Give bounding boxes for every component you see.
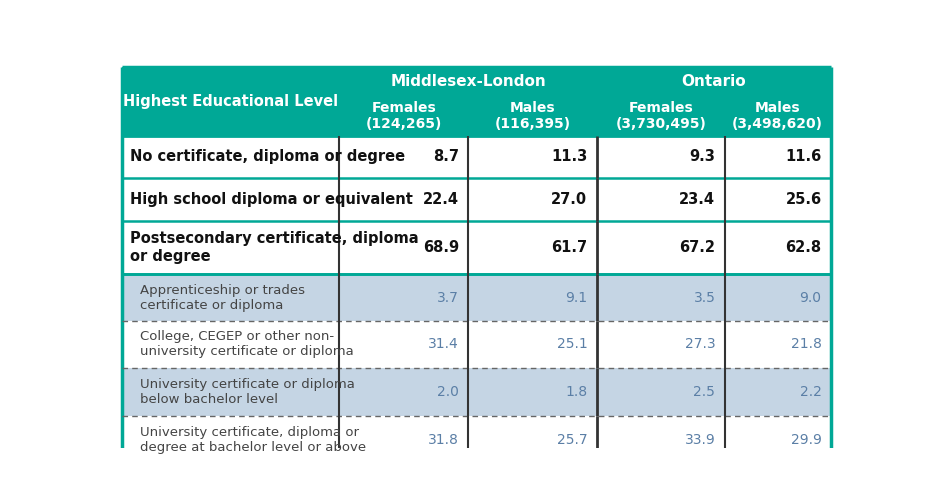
Bar: [123, 220, 339, 275]
Bar: [597, 416, 724, 464]
Bar: [468, 178, 597, 220]
Text: Females
(3,730,495): Females (3,730,495): [616, 101, 706, 131]
Text: 62.8: 62.8: [785, 240, 821, 255]
Bar: [468, 320, 597, 368]
Bar: [597, 320, 724, 368]
Bar: [724, 136, 830, 178]
Bar: [597, 275, 724, 320]
Bar: [468, 368, 597, 416]
Text: Highest Educational Level: Highest Educational Level: [124, 94, 339, 109]
Bar: [597, 220, 724, 275]
Bar: [123, 178, 339, 220]
Bar: [724, 220, 830, 275]
Text: 2.5: 2.5: [694, 385, 715, 399]
Bar: [123, 136, 339, 178]
Text: 61.7: 61.7: [551, 240, 588, 255]
Bar: [123, 66, 830, 136]
Text: 11.3: 11.3: [551, 149, 588, 164]
Text: University certificate or diploma
below bachelor level: University certificate or diploma below …: [140, 378, 354, 406]
Bar: [123, 416, 339, 464]
Text: Males
(3,498,620): Males (3,498,620): [732, 101, 823, 131]
Bar: [597, 368, 724, 416]
Bar: [339, 220, 468, 275]
Text: High school diploma or equivalent: High school diploma or equivalent: [130, 192, 413, 207]
Text: 25.6: 25.6: [785, 192, 821, 207]
Text: 68.9: 68.9: [422, 240, 458, 255]
Text: 11.6: 11.6: [785, 149, 821, 164]
Text: 21.8: 21.8: [790, 338, 821, 352]
Bar: [339, 275, 468, 320]
Text: Females
(124,265): Females (124,265): [365, 101, 442, 131]
Text: 29.9: 29.9: [790, 433, 821, 447]
Text: 2.0: 2.0: [437, 385, 458, 399]
Bar: [724, 275, 830, 320]
Text: 23.4: 23.4: [679, 192, 715, 207]
Text: 33.9: 33.9: [684, 433, 715, 447]
Text: Middlesex-London: Middlesex-London: [391, 73, 546, 89]
Text: 9.3: 9.3: [689, 149, 715, 164]
Text: Postsecondary certificate, diploma
or degree: Postsecondary certificate, diploma or de…: [130, 231, 418, 264]
Text: 27.3: 27.3: [684, 338, 715, 352]
Text: 27.0: 27.0: [551, 192, 588, 207]
Text: 25.7: 25.7: [557, 433, 588, 447]
Text: 1.8: 1.8: [565, 385, 588, 399]
Bar: [339, 136, 468, 178]
Bar: [123, 275, 339, 320]
Bar: [724, 320, 830, 368]
Text: College, CEGEP or other non-
university certificate or diploma: College, CEGEP or other non- university …: [140, 330, 353, 359]
Text: Apprenticeship or trades
certificate or diploma: Apprenticeship or trades certificate or …: [140, 284, 304, 311]
Bar: [724, 178, 830, 220]
Bar: [339, 178, 468, 220]
Bar: [339, 320, 468, 368]
Text: 31.8: 31.8: [428, 433, 458, 447]
Text: Males
(116,395): Males (116,395): [495, 101, 570, 131]
Text: 8.7: 8.7: [432, 149, 458, 164]
Bar: [468, 220, 597, 275]
Bar: [597, 136, 724, 178]
Bar: [468, 136, 597, 178]
Bar: [123, 368, 339, 416]
Text: Ontario: Ontario: [682, 73, 746, 89]
Bar: [597, 178, 724, 220]
Text: 2.2: 2.2: [800, 385, 821, 399]
Text: 3.5: 3.5: [694, 291, 715, 304]
Text: No certificate, diploma or degree: No certificate, diploma or degree: [130, 149, 405, 164]
Bar: [724, 416, 830, 464]
Text: 3.7: 3.7: [437, 291, 458, 304]
Text: 67.2: 67.2: [679, 240, 715, 255]
Text: 22.4: 22.4: [423, 192, 458, 207]
Text: 9.0: 9.0: [800, 291, 821, 304]
Text: University certificate, diploma or
degree at bachelor level or above: University certificate, diploma or degre…: [140, 426, 365, 454]
Text: 31.4: 31.4: [428, 338, 458, 352]
Text: 9.1: 9.1: [565, 291, 588, 304]
Bar: [468, 275, 597, 320]
Bar: [339, 416, 468, 464]
Bar: [724, 368, 830, 416]
Text: 25.1: 25.1: [557, 338, 588, 352]
Bar: [468, 416, 597, 464]
Bar: [123, 320, 339, 368]
Bar: [339, 368, 468, 416]
